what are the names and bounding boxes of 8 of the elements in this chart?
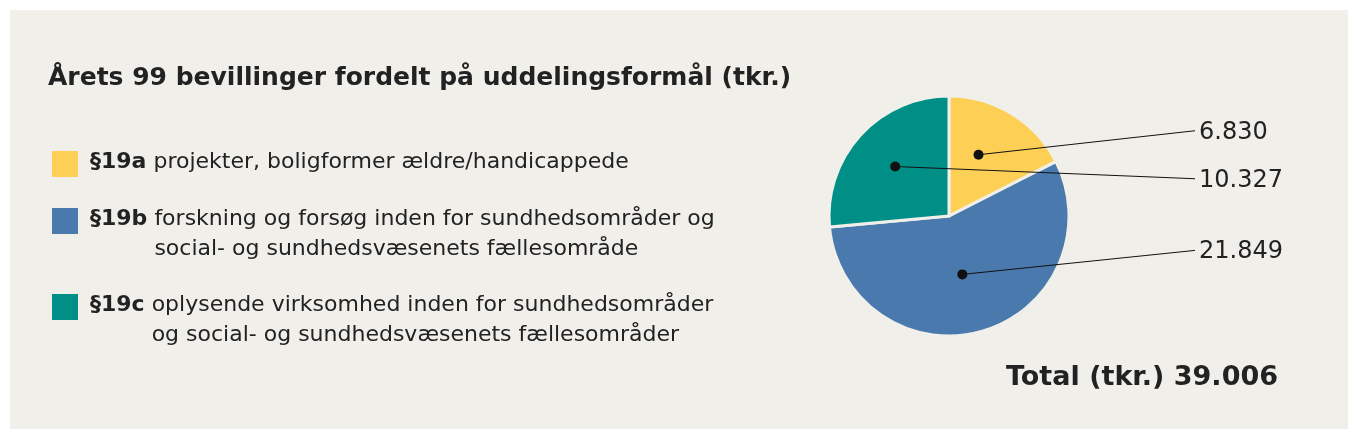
data-label: 10.327 — [1199, 164, 1283, 193]
legend-label: §19b forskning og forsøg inden for sundhedsområder og social- og sundhedsvæsenets fællesområde — [90, 204, 716, 262]
legend-label: §19c oplysende virksomhed inden for sundhedsområder og social- og sundhedsvæsenets fællesområder — [90, 290, 715, 348]
text: Total (tkr.) 39.006 — [1005, 360, 1278, 391]
legend-label: §19a projekter, boligformer ældre/handicappede — [90, 147, 630, 175]
data-label: 21.849 — [1199, 236, 1283, 265]
data-label: 6.830 — [1199, 116, 1268, 145]
chart-title: Årets 99 bevillinger fordelt på uddelingsformål (tkr.) — [48, 62, 792, 91]
